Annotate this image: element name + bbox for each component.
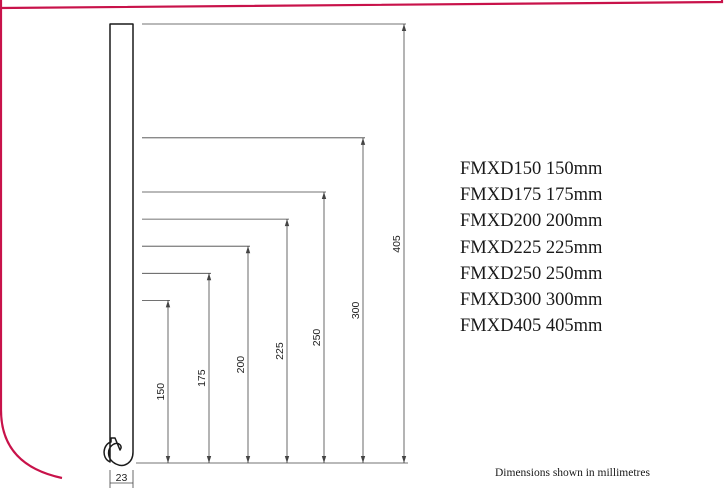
dimension-lines: [109, 23, 408, 488]
dimension-label-175: 175: [196, 369, 208, 387]
dimension-label-250: 250: [311, 329, 323, 347]
product-item: FMXD225 225mm: [460, 237, 603, 258]
arrow-bottom-300: [360, 456, 366, 463]
product-item: FMXD200 200mm: [460, 211, 603, 232]
arrow-top-300: [360, 137, 366, 145]
arrow-bottom-250: [321, 456, 327, 463]
product-item: FMXD150 150mm: [460, 159, 603, 179]
arrow-bottom-150: [165, 456, 171, 463]
arrow-bottom-225: [284, 456, 290, 463]
product-item: FMXD300 300mm: [460, 290, 603, 311]
arrow-bottom-200: [245, 456, 251, 463]
product-list: FMXD150 150mm FMXD175 175mm FMXD200 200mm F…: [460, 156, 602, 339]
arrow-top-175: [206, 273, 212, 281]
nosing-profile: [103, 23, 134, 467]
arrow-bottom-175: [206, 456, 212, 463]
arrow-top-150: [165, 300, 171, 308]
dimension-label-200: 200: [235, 356, 247, 374]
dimension-label-405: 405: [391, 235, 403, 253]
product-item: FMXD405 405mm: [460, 316, 603, 337]
product-item: FMXD175 175mm: [460, 185, 603, 206]
dimension-label-300: 300: [350, 301, 362, 319]
dimension-labels: 150 175 200 225 250 300 405 23: [116, 235, 403, 484]
frame-border: [0, 0, 724, 480]
width-label: 23: [116, 472, 128, 484]
arrow-bottom-405: [401, 456, 407, 463]
arrow-top-405: [401, 24, 407, 31]
dimension-label-150: 150: [155, 383, 167, 401]
arrow-top-200: [245, 246, 251, 254]
product-item: FMXD250 250mm: [460, 263, 603, 284]
dimension-label-225: 225: [274, 342, 286, 360]
arrow-top-225: [284, 219, 290, 227]
arrow-top-250: [321, 192, 327, 200]
footnote: Dimensions shown in millimetres: [495, 467, 650, 479]
